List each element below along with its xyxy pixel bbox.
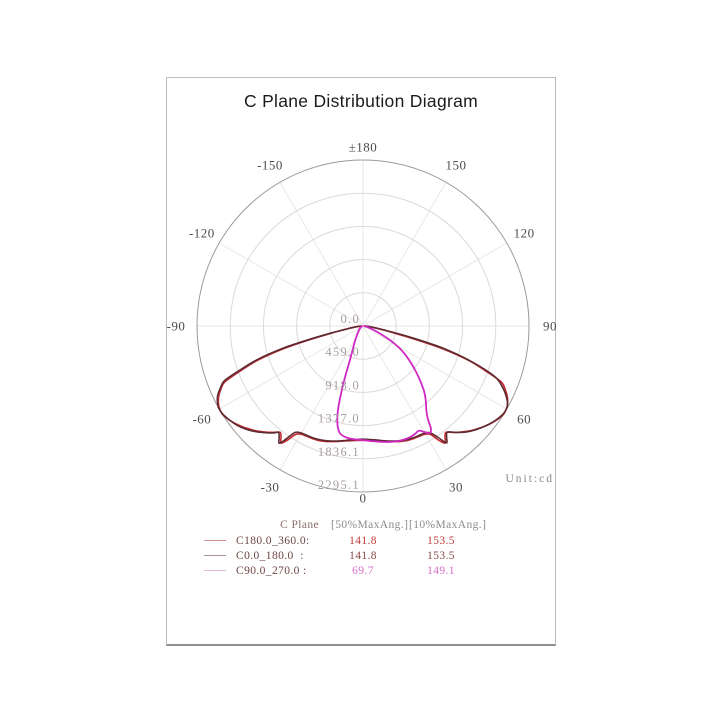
grid-spoke bbox=[362, 325, 447, 471]
radial-tick-label: 918.0 bbox=[325, 378, 360, 392]
legend-row: C180.0_360.0: 141.8 153.5 bbox=[166, 533, 554, 548]
grid-ring bbox=[196, 159, 530, 493]
radial-tick-label: 2295.1 bbox=[318, 478, 360, 492]
radial-tick-label: 1377.0 bbox=[318, 412, 360, 426]
grid-spoke bbox=[218, 242, 364, 327]
legend-10max-value: 153.5 bbox=[427, 534, 455, 547]
angle-label--60: -60 bbox=[192, 412, 211, 427]
radial-tick-label: 0.0 bbox=[340, 312, 360, 326]
angle-label-180: ±180 bbox=[349, 140, 378, 155]
angle-label--30: -30 bbox=[261, 480, 280, 495]
series-curve-C0.0_180.0 bbox=[216, 325, 509, 444]
grid-spoke bbox=[279, 181, 364, 327]
radial-tick-label: 459.0 bbox=[325, 345, 360, 359]
legend-10max-value: 149.1 bbox=[427, 564, 455, 577]
legend-line-swatch bbox=[204, 540, 226, 541]
legend-series-label: C0.0_180.0 : bbox=[236, 549, 304, 562]
legend-table: C Plane [50%MaxAng.] [10%MaxAng.] C180.0… bbox=[166, 518, 554, 578]
grid-spoke bbox=[218, 325, 364, 410]
legend-10max-value: 153.5 bbox=[427, 549, 455, 562]
legend-header-row: C Plane [50%MaxAng.] [10%MaxAng.] bbox=[166, 518, 554, 532]
legend-50max-value: 69.7 bbox=[352, 564, 374, 577]
legend-row: C0.0_180.0 : 141.8 153.5 bbox=[166, 548, 554, 563]
unit-label: Unit:cd bbox=[505, 473, 554, 485]
angle-label-120: 120 bbox=[514, 226, 535, 241]
angle-label--90: -90 bbox=[167, 319, 186, 334]
angle-label-0: 0 bbox=[360, 491, 367, 506]
legend-50max-value: 141.8 bbox=[349, 534, 377, 547]
angle-label-150: 150 bbox=[446, 157, 467, 172]
legend-row: C90.0_270.0 : 69.7 149.1 bbox=[166, 563, 554, 578]
legend-swatch-cell bbox=[204, 570, 236, 571]
grid-spoke bbox=[362, 242, 508, 327]
radial-tick-label: 1836.1 bbox=[318, 445, 360, 459]
angle-label--150: -150 bbox=[257, 157, 283, 172]
grid-ring bbox=[229, 192, 497, 460]
grid-spoke bbox=[279, 325, 364, 471]
angle-label-30: 30 bbox=[449, 480, 463, 495]
legend-header-50max: [50%MaxAng.] bbox=[331, 519, 409, 531]
series-curve-C90.0_270.0 bbox=[336, 325, 432, 443]
legend-50max-value: 141.8 bbox=[349, 549, 377, 562]
legend-header-plane: C Plane bbox=[280, 519, 319, 531]
grid-spoke bbox=[362, 181, 447, 327]
legend-line-swatch bbox=[204, 555, 226, 556]
grid-ring bbox=[262, 225, 464, 427]
legend-line-swatch bbox=[204, 570, 226, 571]
legend-series-label: C180.0_360.0: bbox=[236, 534, 310, 547]
angle-label--120: -120 bbox=[189, 226, 215, 241]
grid-ring bbox=[329, 292, 397, 360]
legend-swatch-cell bbox=[204, 555, 236, 556]
angle-label-60: 60 bbox=[517, 412, 531, 427]
grid-spoke bbox=[362, 325, 508, 410]
legend-rows: C180.0_360.0: 141.8 153.5 C0.0_180.0 : 141.8… bbox=[166, 533, 554, 578]
angle-label-90: 90 bbox=[543, 319, 557, 334]
grid-ring bbox=[296, 259, 430, 393]
legend-swatch-cell bbox=[204, 540, 236, 541]
legend-header-10max: [10%MaxAng.] bbox=[409, 519, 487, 531]
legend-series-label: C90.0_270.0 : bbox=[236, 564, 307, 577]
diagram-title: C Plane Distribution Diagram bbox=[243, 91, 479, 111]
